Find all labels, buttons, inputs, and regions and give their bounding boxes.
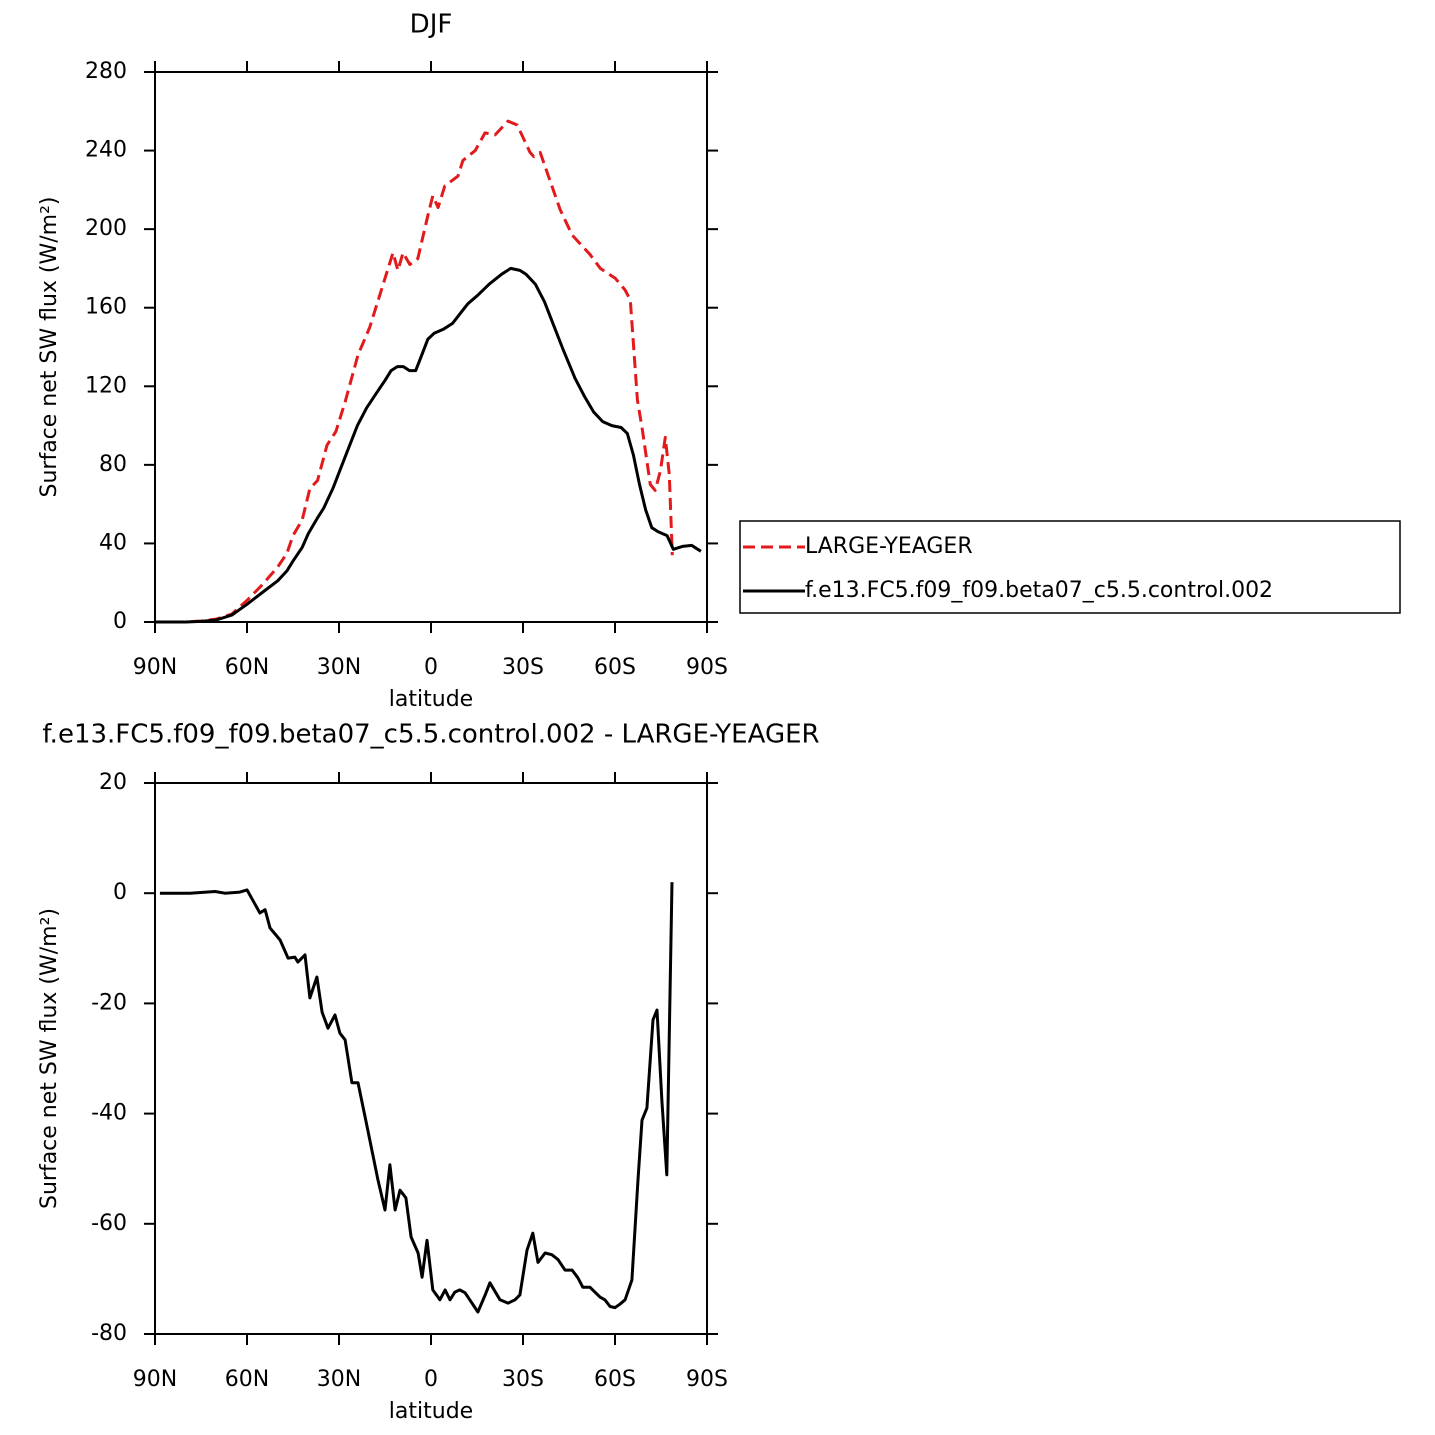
plot-frame	[154, 71, 708, 623]
y-tick-label: -20	[91, 990, 127, 1015]
y-tick-label: 160	[85, 295, 127, 320]
y-tick-label: 200	[85, 216, 127, 241]
y-tick-label: -40	[91, 1101, 127, 1126]
x-axis-label: latitude	[389, 687, 473, 712]
x-tick-label: 30N	[317, 655, 361, 680]
x-tick-label: 60S	[594, 655, 636, 680]
y-tick-label: 40	[99, 530, 127, 555]
data-line	[155, 119, 674, 624]
legend-label: LARGE-YEAGER	[805, 534, 973, 559]
y-tick-label: -80	[91, 1321, 127, 1346]
x-tick-label: 90N	[133, 1367, 177, 1392]
y-tick-label: 120	[85, 373, 127, 398]
chart-title: f.e13.FC5.f09_f09.beta07_c5.5.control.00…	[42, 720, 819, 750]
x-tick-label: 0	[424, 655, 438, 680]
data-line	[159, 882, 674, 1314]
chart-title: DJF	[410, 10, 453, 40]
x-tick-label: 30N	[317, 1367, 361, 1392]
x-tick-label: 30S	[502, 1367, 544, 1392]
legend-label: f.e13.FC5.f09_f09.beta07_c5.5.control.00…	[805, 578, 1273, 603]
data-line	[155, 266, 702, 624]
y-tick-label: -60	[91, 1211, 127, 1236]
y-tick-label: 0	[113, 609, 127, 634]
x-tick-label: 0	[424, 1367, 438, 1392]
y-tick-label: 80	[99, 452, 127, 477]
legend-box	[739, 520, 1401, 614]
x-tick-label: 60N	[225, 1367, 269, 1392]
x-axis-label: latitude	[389, 1399, 473, 1424]
x-tick-label: 60S	[594, 1367, 636, 1392]
y-axis-label: Surface net SW flux (W/m²)	[37, 196, 62, 497]
x-tick-label: 90S	[686, 1367, 728, 1392]
x-tick-label: 60N	[225, 655, 269, 680]
plot-frame	[154, 782, 708, 1335]
y-tick-label: 240	[85, 138, 127, 163]
x-tick-label: 90S	[686, 655, 728, 680]
y-axis-label: Surface net SW flux (W/m²)	[37, 908, 62, 1209]
x-tick-label: 90N	[133, 655, 177, 680]
y-tick-label: 280	[85, 59, 127, 84]
y-tick-label: 20	[99, 770, 127, 795]
x-tick-label: 30S	[502, 655, 544, 680]
y-tick-label: 0	[113, 880, 127, 905]
